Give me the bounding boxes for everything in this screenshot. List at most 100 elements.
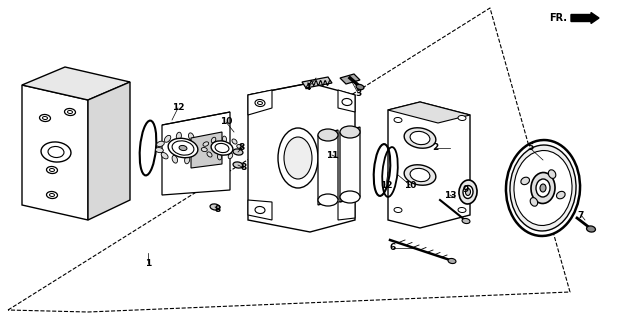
- Ellipse shape: [232, 139, 237, 144]
- Text: 10: 10: [404, 180, 416, 189]
- Polygon shape: [340, 74, 360, 84]
- Ellipse shape: [172, 156, 177, 163]
- Text: 3: 3: [355, 89, 361, 98]
- Ellipse shape: [340, 126, 360, 138]
- Ellipse shape: [156, 148, 163, 153]
- Ellipse shape: [42, 116, 47, 119]
- Ellipse shape: [217, 154, 221, 160]
- Ellipse shape: [463, 186, 473, 198]
- Ellipse shape: [46, 191, 58, 198]
- Text: 7: 7: [578, 211, 584, 220]
- Polygon shape: [22, 85, 88, 220]
- Ellipse shape: [189, 133, 194, 140]
- Text: 8: 8: [215, 205, 221, 214]
- Ellipse shape: [530, 197, 538, 206]
- Ellipse shape: [222, 136, 226, 142]
- Ellipse shape: [39, 115, 51, 122]
- Ellipse shape: [540, 184, 546, 192]
- Ellipse shape: [510, 145, 576, 231]
- Polygon shape: [248, 83, 310, 95]
- Ellipse shape: [236, 150, 241, 154]
- Ellipse shape: [46, 166, 58, 173]
- Polygon shape: [248, 200, 272, 220]
- Text: 11: 11: [326, 150, 338, 159]
- Ellipse shape: [410, 168, 430, 182]
- Ellipse shape: [49, 169, 54, 172]
- Ellipse shape: [41, 142, 71, 162]
- Ellipse shape: [394, 117, 402, 123]
- Ellipse shape: [195, 154, 202, 161]
- Ellipse shape: [255, 100, 265, 107]
- Polygon shape: [248, 83, 355, 232]
- Ellipse shape: [404, 128, 436, 148]
- Polygon shape: [22, 67, 130, 100]
- Text: FR.: FR.: [549, 13, 567, 23]
- Ellipse shape: [228, 153, 232, 159]
- Polygon shape: [318, 130, 338, 205]
- Polygon shape: [162, 112, 230, 195]
- Ellipse shape: [168, 138, 198, 158]
- Text: 12: 12: [380, 180, 392, 189]
- Ellipse shape: [157, 141, 164, 147]
- Ellipse shape: [203, 142, 209, 146]
- Ellipse shape: [318, 194, 338, 206]
- Polygon shape: [338, 90, 355, 112]
- Ellipse shape: [586, 226, 596, 232]
- Ellipse shape: [394, 207, 402, 212]
- Ellipse shape: [521, 177, 529, 185]
- Text: 8: 8: [241, 164, 247, 172]
- Polygon shape: [162, 112, 230, 125]
- Ellipse shape: [211, 141, 233, 155]
- Ellipse shape: [202, 149, 209, 155]
- Text: 2: 2: [432, 143, 438, 153]
- Ellipse shape: [356, 84, 364, 90]
- Ellipse shape: [211, 137, 216, 143]
- Ellipse shape: [49, 194, 54, 196]
- Ellipse shape: [255, 206, 265, 213]
- Polygon shape: [191, 132, 222, 168]
- Text: 6: 6: [390, 244, 396, 252]
- Ellipse shape: [410, 132, 430, 145]
- Ellipse shape: [458, 116, 466, 121]
- Ellipse shape: [68, 110, 72, 114]
- Polygon shape: [338, 200, 355, 220]
- Polygon shape: [88, 82, 130, 220]
- Ellipse shape: [176, 132, 181, 140]
- Ellipse shape: [556, 191, 565, 199]
- Text: 10: 10: [220, 117, 232, 126]
- Polygon shape: [302, 77, 332, 88]
- Ellipse shape: [64, 108, 76, 116]
- Text: 4: 4: [305, 84, 311, 92]
- Ellipse shape: [278, 128, 318, 188]
- Polygon shape: [248, 90, 272, 115]
- Ellipse shape: [506, 140, 580, 236]
- Ellipse shape: [161, 153, 168, 159]
- Ellipse shape: [258, 101, 262, 105]
- Ellipse shape: [458, 207, 466, 212]
- Ellipse shape: [233, 162, 243, 168]
- Ellipse shape: [462, 219, 470, 224]
- Ellipse shape: [207, 152, 212, 157]
- Text: 5: 5: [527, 143, 533, 153]
- Polygon shape: [388, 102, 470, 123]
- Ellipse shape: [342, 99, 352, 106]
- Ellipse shape: [459, 180, 477, 204]
- Ellipse shape: [531, 172, 555, 204]
- Polygon shape: [388, 102, 470, 228]
- Ellipse shape: [448, 259, 456, 264]
- Ellipse shape: [233, 149, 243, 155]
- Ellipse shape: [172, 141, 194, 155]
- Ellipse shape: [210, 204, 220, 210]
- Ellipse shape: [184, 156, 190, 164]
- Ellipse shape: [318, 129, 338, 141]
- Ellipse shape: [215, 143, 229, 153]
- FancyArrow shape: [571, 12, 599, 23]
- Ellipse shape: [514, 150, 572, 226]
- Ellipse shape: [466, 188, 471, 196]
- Text: 13: 13: [444, 190, 456, 199]
- Text: 12: 12: [172, 103, 184, 113]
- Ellipse shape: [404, 165, 436, 185]
- Ellipse shape: [48, 147, 64, 157]
- Ellipse shape: [237, 144, 242, 148]
- Text: 9: 9: [462, 186, 469, 195]
